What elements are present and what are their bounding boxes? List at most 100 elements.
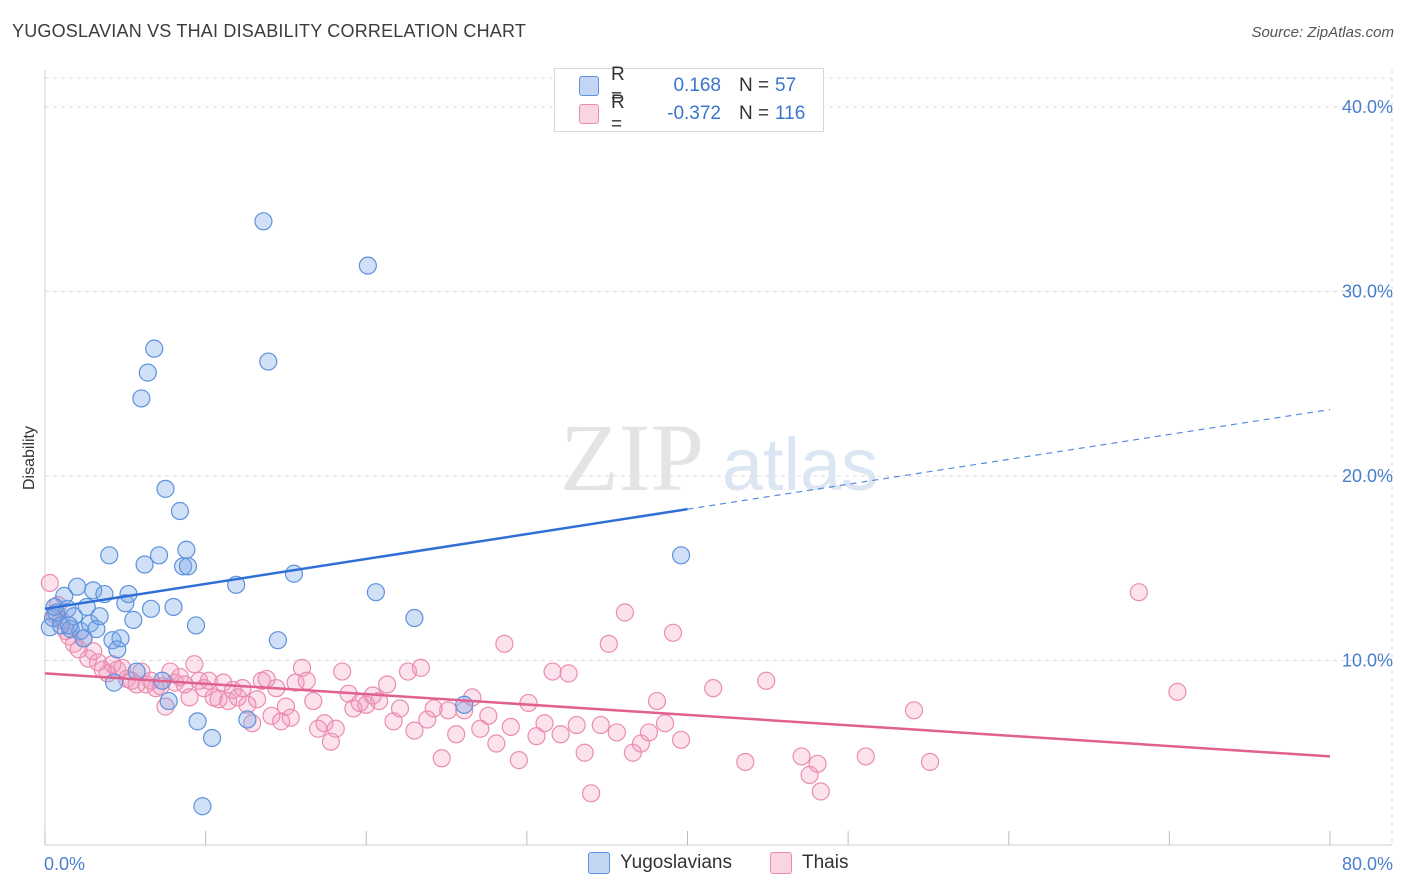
yugoslavians-trend-extension: [687, 408, 1331, 510]
yugoslavians-point: [141, 599, 161, 618]
thais-point: [607, 723, 626, 742]
watermark-atlas: atlas: [722, 423, 878, 506]
legend-swatch-thais: [770, 852, 792, 874]
thais-point: [276, 697, 296, 716]
yugoslavians-point: [68, 577, 87, 596]
legend-r-label: R =: [611, 64, 625, 107]
thais-point: [655, 714, 675, 733]
thais-point: [378, 675, 397, 694]
thais-point: [103, 655, 122, 674]
thais-point: [663, 623, 683, 642]
thais-point: [543, 662, 562, 681]
yugoslavians-point: [193, 797, 212, 816]
thais-point: [501, 717, 520, 737]
thais-point: [647, 691, 667, 711]
yugoslavians-point: [170, 501, 190, 521]
watermark: ZIP atlas: [560, 404, 878, 511]
thais-point: [575, 743, 594, 762]
thais-point: [671, 730, 691, 749]
legend-r-label: R =: [611, 92, 625, 135]
thais-point: [455, 701, 474, 720]
thais-point: [904, 701, 924, 720]
legend-swatch-pink: [579, 104, 599, 124]
thais-point: [811, 782, 830, 801]
thais-point: [479, 706, 498, 725]
yugoslavians-point: [145, 339, 164, 358]
legend-item-thais: Thais: [770, 852, 848, 874]
y-tick-label: 30.0%: [1342, 281, 1393, 301]
legend-swatch-yugoslavians: [588, 852, 610, 874]
thais-point: [297, 671, 316, 690]
trend-lines: [44, 408, 1331, 758]
yugoslavians-point: [188, 712, 207, 731]
thais-point: [112, 658, 132, 677]
legend-swatch-blue: [579, 76, 599, 96]
yugoslavians-point: [238, 710, 257, 729]
thais-point: [185, 655, 204, 674]
thais-point: [219, 691, 238, 711]
yugoslavians-point: [268, 631, 288, 650]
yugoslavians-point: [100, 546, 119, 565]
yugoslavians-point: [90, 607, 109, 626]
series-yugoslavians-points: [40, 212, 691, 816]
thais-point: [84, 642, 103, 661]
thais-point: [736, 752, 755, 772]
yugoslavians-point: [127, 662, 146, 681]
thais-point: [856, 747, 875, 766]
series-thais-points: [40, 573, 1187, 803]
thais-point: [315, 714, 334, 733]
yugoslavians-point: [149, 546, 169, 565]
thais-point: [519, 693, 538, 713]
thais-point: [920, 752, 940, 772]
thais-point: [424, 699, 443, 718]
yugoslavians-point: [159, 691, 178, 711]
thais-point: [405, 721, 424, 740]
thais-point: [156, 697, 175, 716]
yugoslavians-point: [254, 212, 273, 231]
thais-point: [704, 679, 723, 698]
yugoslavians-point: [124, 610, 143, 629]
yugoslavians-point: [156, 479, 175, 498]
thais-point: [40, 573, 59, 593]
thais-point: [272, 712, 291, 731]
thais-point: [591, 715, 610, 735]
yugoslavians-point: [138, 363, 157, 382]
thais-point: [535, 714, 554, 733]
thais-point: [333, 662, 352, 681]
chart-title: YUGOSLAVIAN VS THAI DISABILITY CORRELATI…: [12, 21, 527, 41]
x-tick-label: 80.0%: [1342, 854, 1393, 874]
thais-point: [180, 688, 199, 707]
thais-point: [370, 691, 389, 711]
y-tick-labels: 10.0% 20.0% 30.0% 40.0%: [1342, 97, 1393, 671]
yugoslavians-point: [186, 616, 206, 635]
yugoslavians-point: [259, 352, 278, 371]
legend-n-label: N =: [739, 103, 770, 124]
thais-point: [411, 658, 430, 677]
thais-point: [439, 701, 458, 720]
thais-point: [471, 719, 490, 738]
yugoslavians-trend-line: [44, 507, 688, 611]
thais-point: [567, 715, 586, 735]
yugoslavians-point: [164, 597, 183, 617]
stats-legend: R = 0.168 N = 57 R = -0.372 N = 116: [554, 64, 824, 135]
legend-n-value: 57: [775, 75, 797, 96]
thais-point: [495, 634, 514, 653]
x-tick-label: 0.0%: [44, 854, 85, 874]
thais-point: [792, 747, 811, 766]
y-axis-label: Disability: [21, 426, 38, 490]
legend-r-value: -0.372: [667, 103, 721, 124]
thais-point: [247, 690, 267, 709]
legend-n-value: 116: [775, 103, 806, 124]
thais-point: [262, 706, 281, 725]
thais-point: [238, 695, 257, 714]
axes: [44, 70, 1392, 846]
yugoslavians-point: [178, 557, 198, 576]
thais-point: [1129, 583, 1148, 602]
thais-point: [390, 699, 410, 718]
thais-point: [527, 727, 546, 746]
thais-point: [418, 710, 437, 729]
yugoslavians-point: [455, 695, 474, 714]
legend-label-yugoslavians: Yugoslavians: [620, 852, 732, 873]
yugoslavians-point: [84, 581, 103, 600]
